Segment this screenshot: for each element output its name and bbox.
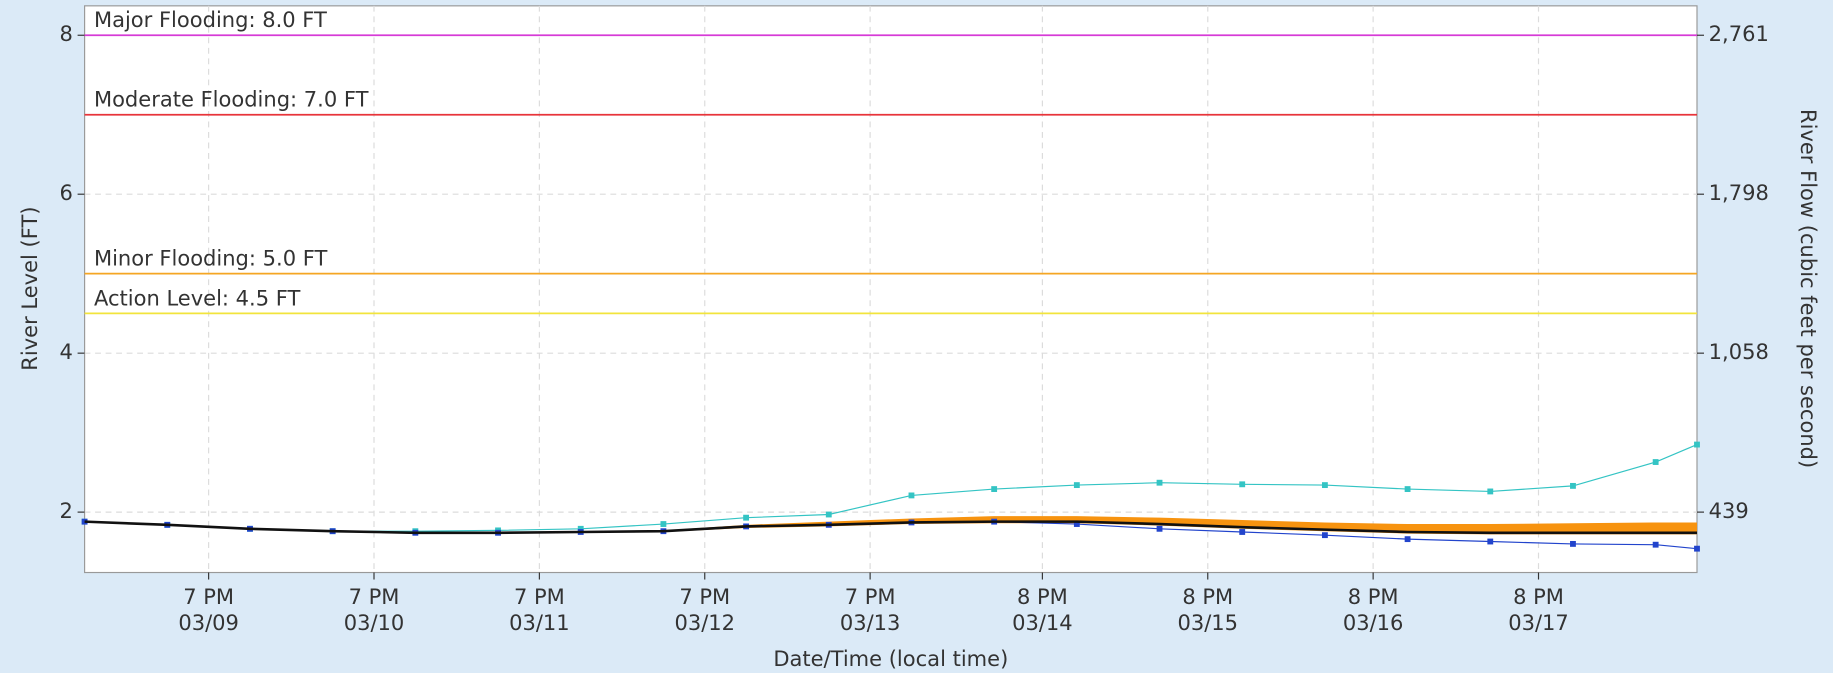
y-tick-label: 2 xyxy=(60,498,73,523)
series-marker xyxy=(1239,529,1246,535)
series-marker xyxy=(1694,441,1700,448)
series-marker xyxy=(1570,482,1576,489)
x-tick-label: 03/09 xyxy=(178,610,239,635)
series-marker xyxy=(1156,479,1163,486)
series-marker xyxy=(1404,486,1411,492)
x-tick-label: 7 PM xyxy=(845,584,896,609)
plot-area xyxy=(84,5,1698,574)
y-tick-label: 8 xyxy=(60,21,73,46)
x-tick-label: 7 PM xyxy=(183,584,234,609)
x-tick-label: 7 PM xyxy=(349,584,400,609)
series-marker xyxy=(577,525,584,532)
series-marker xyxy=(1652,459,1659,465)
series-line xyxy=(84,520,1697,535)
series-marker xyxy=(660,521,667,527)
y-tick-label: 6 xyxy=(60,180,73,205)
x-tick-label: 03/14 xyxy=(1012,610,1073,635)
series-marker xyxy=(991,486,998,492)
y2-tick-label: 2,761 xyxy=(1709,21,1769,46)
y2-tick-label: 1,798 xyxy=(1709,180,1769,205)
series-marker xyxy=(743,514,750,521)
x-tick-label: 03/15 xyxy=(1177,610,1238,635)
y-tick-label: 4 xyxy=(60,339,73,364)
x-tick-label: 03/11 xyxy=(509,610,570,635)
series-marker xyxy=(908,492,915,499)
series-marker xyxy=(1321,482,1328,489)
series-marker xyxy=(1570,540,1576,547)
threshold-label: Moderate Flooding: 7.0 FT xyxy=(94,87,369,112)
x-tick-label: 03/13 xyxy=(840,610,901,635)
x-tick-label: 03/17 xyxy=(1508,610,1569,635)
series-marker xyxy=(1487,538,1494,545)
x-tick-label: 8 PM xyxy=(1017,584,1068,609)
series-marker xyxy=(1073,521,1080,527)
y-axis-label: River Level (FT) xyxy=(17,206,42,370)
x-tick-label: 8 PM xyxy=(1348,584,1399,609)
y2-tick-label: 439 xyxy=(1709,498,1749,523)
x-axis-label: Date/Time (local time) xyxy=(773,646,1008,671)
series-marker xyxy=(825,511,832,518)
series-marker xyxy=(1321,532,1328,539)
threshold-label: Minor Flooding: 5.0 FT xyxy=(94,246,328,271)
series-marker xyxy=(1073,482,1080,489)
x-tick-label: 8 PM xyxy=(1182,584,1233,609)
series-marker xyxy=(1487,488,1494,495)
x-tick-label: 7 PM xyxy=(679,584,730,609)
series-marker xyxy=(1404,536,1411,543)
x-tick-label: 03/16 xyxy=(1343,610,1404,635)
y2-axis-label: River Flow (cubic feet per second) xyxy=(1796,109,1821,468)
series-marker xyxy=(1652,541,1659,548)
x-tick-label: 03/10 xyxy=(344,610,405,635)
x-tick-label: 8 PM xyxy=(1513,584,1564,609)
y2-tick-label: 1,058 xyxy=(1709,339,1769,364)
series-marker xyxy=(1239,481,1246,488)
x-tick-label: 7 PM xyxy=(514,584,565,609)
threshold-label: Major Flooding: 8.0 FT xyxy=(94,7,327,32)
series-marker xyxy=(1694,545,1700,552)
series-marker xyxy=(1156,525,1163,532)
x-tick-label: 03/12 xyxy=(674,610,735,635)
threshold-label: Action Level: 4.5 FT xyxy=(94,285,301,310)
